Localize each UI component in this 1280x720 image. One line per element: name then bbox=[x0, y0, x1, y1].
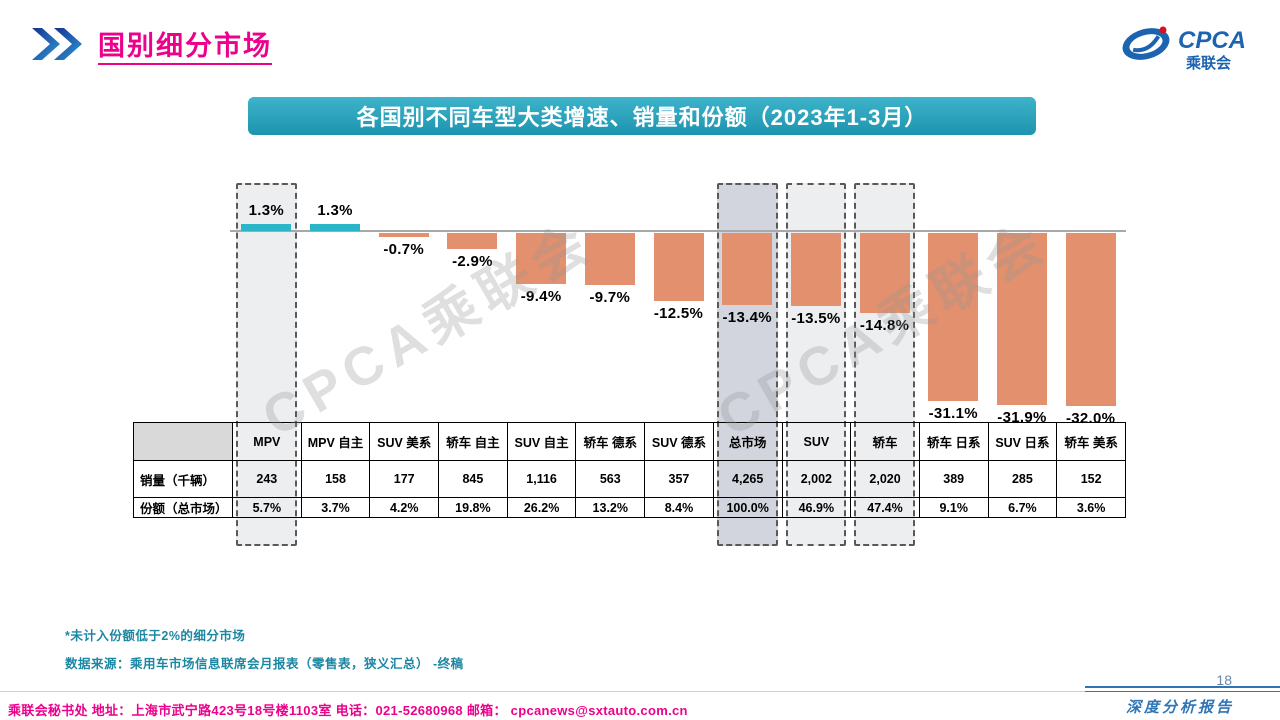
column-header: SUV bbox=[781, 422, 852, 461]
column-header: 轿车 美系 bbox=[1056, 422, 1126, 461]
share-value: 9.1% bbox=[918, 497, 989, 518]
chart-bar bbox=[241, 223, 292, 231]
data-source-note: 数据来源：乘用车市场信息联席会月报表（零售表，狭义汇总） -终稿 bbox=[65, 657, 464, 671]
bar-value-label: -13.5% bbox=[791, 309, 841, 327]
sales-value: 1,116 bbox=[506, 460, 577, 498]
chart-bar bbox=[310, 223, 361, 231]
footer-contact-text: 乘联会秘书处 地址：上海市武宁路423号18号楼1103室 电话：021-526… bbox=[8, 703, 511, 718]
page-title: 国别细分市场 bbox=[98, 31, 272, 61]
share-value: 100.0% bbox=[712, 497, 783, 518]
chart-bar bbox=[859, 233, 910, 313]
sales-value: 4,265 bbox=[712, 460, 783, 498]
share-value: 19.8% bbox=[438, 497, 508, 518]
chart-bar bbox=[722, 233, 773, 306]
share-value: 46.9% bbox=[781, 497, 852, 518]
chart-bar bbox=[928, 233, 979, 401]
footer-blue-rule bbox=[1085, 686, 1280, 692]
row-label-share: 份额（总市场） bbox=[133, 497, 233, 518]
bar-value-label: 1.3% bbox=[317, 201, 353, 219]
chart-bar bbox=[790, 233, 841, 306]
bar-value-label: -0.7% bbox=[383, 240, 425, 258]
bar-value-label: -9.4% bbox=[520, 287, 562, 305]
sales-value: 177 bbox=[369, 460, 440, 498]
sales-value: 845 bbox=[438, 460, 508, 498]
chart-bar bbox=[584, 233, 635, 286]
sales-value: 563 bbox=[575, 460, 646, 498]
column-header: SUV 日系 bbox=[987, 422, 1058, 461]
cpca-logo: CPCA 乘联会 bbox=[1118, 18, 1268, 77]
share-value: 6.7% bbox=[987, 497, 1058, 518]
footer-email-link[interactable]: cpcanews@sxtauto.com.cn bbox=[510, 703, 688, 718]
slide-header: 国别细分市场 bbox=[28, 24, 272, 63]
bar-value-label: -31.9% bbox=[997, 409, 1047, 427]
share-value: 3.6% bbox=[1056, 497, 1126, 518]
share-value: 5.7% bbox=[232, 497, 302, 518]
bar-value-label: -12.5% bbox=[653, 304, 704, 322]
table-corner-cell bbox=[133, 422, 233, 461]
bar-value-label: -31.1% bbox=[928, 404, 978, 422]
column-header: 总市场 bbox=[712, 422, 783, 461]
column-header: SUV 美系 bbox=[369, 422, 440, 461]
sales-value: 389 bbox=[918, 460, 989, 498]
bar-value-label: -9.7% bbox=[589, 289, 631, 307]
sales-value: 357 bbox=[644, 460, 714, 498]
chevron-icon bbox=[32, 27, 82, 60]
column-header: 轿车 bbox=[850, 422, 920, 461]
share-value: 26.2% bbox=[506, 497, 577, 518]
share-value: 8.4% bbox=[644, 497, 714, 518]
share-value: 47.4% bbox=[850, 497, 920, 518]
data-table: MPV MPV 自主 SUV 美系 轿车 自主 SUV 自主 轿车 德系 SUV 德系 总市场… bbox=[133, 422, 1126, 518]
bar-value-label: -32.0% bbox=[1065, 409, 1116, 427]
chart-title-banner: 各国别不同车型大类增速、销量和份额（2023年1-3月） bbox=[248, 97, 1036, 135]
bar-value-label: -13.4% bbox=[722, 309, 772, 327]
column-header: SUV 德系 bbox=[644, 422, 714, 461]
bar-value-label: -14.8% bbox=[859, 316, 910, 334]
cpca-logo-text: CPCA bbox=[1178, 27, 1246, 54]
sales-value: 158 bbox=[300, 460, 371, 498]
column-header: 轿车 自主 bbox=[438, 422, 508, 461]
column-header: SUV 自主 bbox=[506, 422, 577, 461]
chart-bar bbox=[1065, 233, 1116, 406]
footer-divider bbox=[0, 691, 1280, 692]
chart-bar bbox=[516, 233, 567, 284]
cpca-logo-graphic: CPCA 乘联会 bbox=[1122, 26, 1246, 72]
footnote: *未计入份额低于2%的细分市场 bbox=[65, 629, 246, 643]
page-number: 18 bbox=[1216, 672, 1232, 688]
footer-contact: 乘联会秘书处 地址：上海市武宁路423号18号楼1103室 电话：021-526… bbox=[8, 700, 688, 719]
chart-bar bbox=[447, 233, 498, 249]
sales-value: 2,020 bbox=[850, 460, 920, 498]
bar-value-label: 1.3% bbox=[248, 201, 285, 219]
sales-value: 243 bbox=[232, 460, 302, 498]
sales-value: 2,002 bbox=[781, 460, 852, 498]
column-header: 轿车 日系 bbox=[918, 422, 989, 461]
row-label-sales: 销量（千辆） bbox=[133, 460, 233, 498]
column-header: MPV bbox=[232, 422, 302, 461]
chart-bar bbox=[653, 233, 704, 301]
chart-bar bbox=[996, 233, 1047, 406]
report-name: 深度分析报告 bbox=[1125, 700, 1234, 716]
cpca-logo-cn: 乘联会 bbox=[1185, 54, 1231, 72]
bar-value-label: -2.9% bbox=[452, 252, 493, 270]
sales-value: 152 bbox=[1056, 460, 1126, 498]
share-value: 3.7% bbox=[300, 497, 371, 518]
share-value: 4.2% bbox=[369, 497, 440, 518]
sales-value: 285 bbox=[987, 460, 1058, 498]
chart-bar bbox=[378, 233, 429, 237]
axis-zero-line bbox=[230, 230, 1126, 232]
share-value: 13.2% bbox=[575, 497, 646, 518]
column-header: MPV 自主 bbox=[300, 422, 371, 461]
column-header: 轿车 德系 bbox=[575, 422, 646, 461]
